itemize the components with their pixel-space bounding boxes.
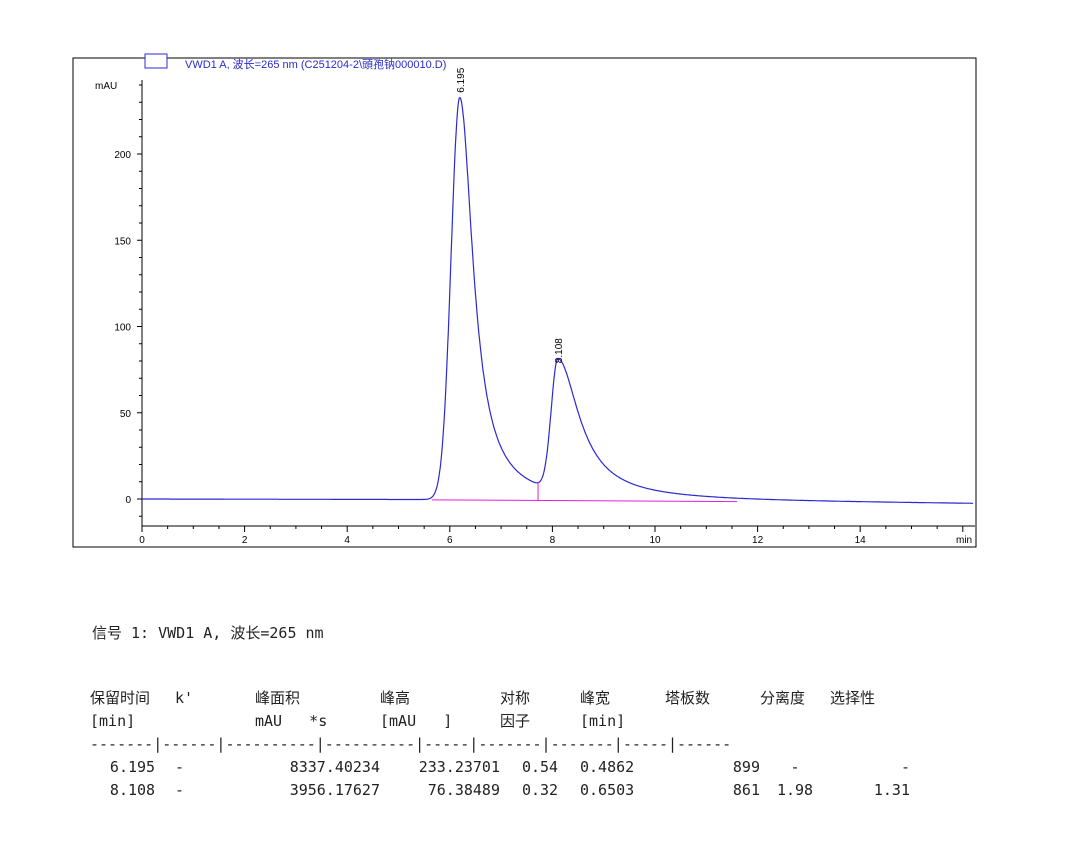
x-tick-label: 12 <box>752 535 764 546</box>
table-cell: 1.98 <box>776 780 814 799</box>
x-tick-label: 6 <box>447 535 453 546</box>
y-tick-label: 200 <box>114 150 131 161</box>
table-cell: 塔板数 <box>665 689 711 707</box>
x-tick-label: 8 <box>550 535 556 546</box>
table-cell: 899 <box>732 757 760 776</box>
x-axis-unit: min <box>956 535 972 546</box>
x-tick-label: 14 <box>855 535 867 546</box>
table-separator: -------|------|----------|----------|---… <box>90 732 910 755</box>
table-cell: k' <box>175 688 194 707</box>
report-signal-title: 信号 1: VWD1 A, 波长=265 nm <box>92 624 324 642</box>
table-cell: - <box>900 757 910 776</box>
table-cell: 峰宽 <box>580 689 611 707</box>
y-tick-label: 0 <box>125 495 131 506</box>
x-tick-label: 0 <box>139 535 145 546</box>
table-cell: 0.6503 <box>580 780 635 799</box>
table-cell <box>760 709 830 732</box>
table-cell: 0.54 <box>521 757 559 776</box>
peak-label: 8.108 <box>554 338 565 363</box>
x-tick-label: 2 <box>242 535 248 546</box>
peak-table: 保留时间 k' 峰面积 峰高 对称 峰宽 塔板数 分离度 选择性 [min] mAU *s [mAU … <box>90 686 910 801</box>
table-cell: 861 <box>732 780 760 799</box>
table-cell: 分离度 <box>760 689 806 707</box>
integration-baseline <box>431 499 738 503</box>
table-header-row: 保留时间 k' 峰面积 峰高 对称 峰宽 塔板数 分离度 选择性 <box>90 686 910 709</box>
table-cell: - <box>175 757 185 776</box>
table-cell: 0.4862 <box>580 757 635 776</box>
table-cell: 6.195 <box>109 757 156 776</box>
x-tick-label: 4 <box>344 535 350 546</box>
table-cell <box>665 709 760 732</box>
y-tick-label: 150 <box>114 236 131 247</box>
table-cell: [min] <box>580 711 626 730</box>
table-cell: 0.32 <box>521 780 559 799</box>
table-cell: 峰面积 <box>255 689 301 707</box>
table-cell <box>175 709 255 732</box>
signal-trace <box>142 97 974 504</box>
table-row: 8.108- 3956.17627 76.38489 0.32 0.6503 861 1.9… <box>90 778 910 801</box>
table-cell: 8337.40234 <box>289 757 380 776</box>
table-cell: 因子 <box>500 712 531 730</box>
table-unit-row: [min] mAU *s [mAU ] 因子 [min] <box>90 709 910 732</box>
legend-label: VWD1 A, 波长=265 nm (C251204-2\頭孢钠000010.D… <box>185 57 446 71</box>
table-cell: - <box>175 780 185 799</box>
legend-swatch <box>144 53 168 69</box>
plot-frame <box>72 57 977 548</box>
y-tick-label: 50 <box>120 409 132 420</box>
x-tick-label: 10 <box>649 535 661 546</box>
table-cell: mAU *s <box>255 711 328 730</box>
table-cell <box>830 709 910 732</box>
table-cell: 233.23701 <box>418 757 500 776</box>
y-axis-label: mAU <box>95 81 117 92</box>
y-tick-label: 100 <box>114 323 131 334</box>
table-cell: 8.108 <box>109 780 156 799</box>
table-row: 6.195-8337.40234 233.23701 0.54 0.4862 899- - <box>90 755 910 778</box>
table-cell: 保留时间 <box>90 689 151 707</box>
table-cell: 峰高 <box>380 689 411 707</box>
table-cell: 76.38489 <box>427 780 500 799</box>
table-cell: [min] <box>90 711 136 730</box>
table-cell: 1.31 <box>873 780 910 799</box>
peak-label: 6.195 <box>456 67 467 92</box>
table-cell: 对称 <box>500 689 531 707</box>
table-cell: [mAU ] <box>380 711 453 730</box>
chromatogram-chart: VWD1 A, 波长=265 nm (C251204-2\頭孢钠000010.D… <box>72 53 977 548</box>
table-cell: - <box>790 757 800 776</box>
table-cell: 选择性 <box>830 689 876 707</box>
table-cell: 3956.17627 <box>289 780 380 799</box>
separator-line: -------|------|----------|----------|---… <box>90 734 732 753</box>
